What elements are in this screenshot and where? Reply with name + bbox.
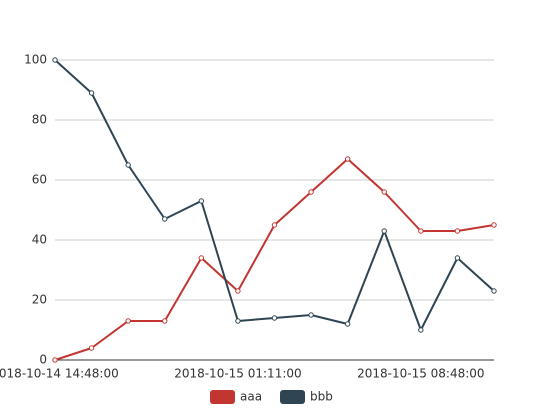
series-line — [54, 158, 495, 361]
point — [344, 321, 351, 327]
legend-swatch[interactable] — [280, 390, 305, 404]
point — [52, 357, 58, 363]
point — [198, 255, 205, 261]
point — [125, 162, 131, 168]
point — [235, 288, 241, 294]
point — [88, 90, 95, 96]
y-tick-label: 40 — [32, 233, 47, 247]
series-line — [54, 59, 495, 331]
point — [491, 288, 497, 294]
point — [235, 318, 241, 324]
x-tick-label: 2018-10-14 14:48:00 — [0, 367, 119, 381]
point — [271, 315, 278, 321]
point — [308, 312, 314, 318]
point — [381, 228, 387, 234]
y-tick-label: 0 — [39, 353, 47, 367]
legend-label[interactable]: bbb — [310, 390, 333, 404]
point — [381, 189, 387, 195]
point — [454, 228, 461, 234]
point — [125, 318, 131, 324]
point — [344, 156, 351, 162]
x-tick-label: 2018-10-15 01:11:00 — [174, 367, 301, 381]
point — [88, 345, 95, 351]
point — [491, 222, 497, 228]
point — [308, 189, 314, 195]
y-tick-label: 20 — [32, 293, 47, 307]
legend-swatch[interactable] — [210, 390, 235, 404]
point — [454, 255, 461, 261]
point — [198, 198, 205, 204]
point — [418, 327, 424, 333]
y-tick-label: 60 — [32, 173, 47, 187]
point — [162, 318, 168, 324]
point — [271, 222, 278, 228]
y-tick-label: 100 — [24, 53, 47, 67]
x-tick-label: 2018-10-15 08:48:00 — [357, 367, 484, 381]
point — [52, 57, 58, 63]
legend-label[interactable]: aaa — [240, 390, 262, 404]
y-tick-label: 80 — [32, 113, 47, 127]
point — [418, 228, 424, 234]
point — [162, 216, 168, 222]
